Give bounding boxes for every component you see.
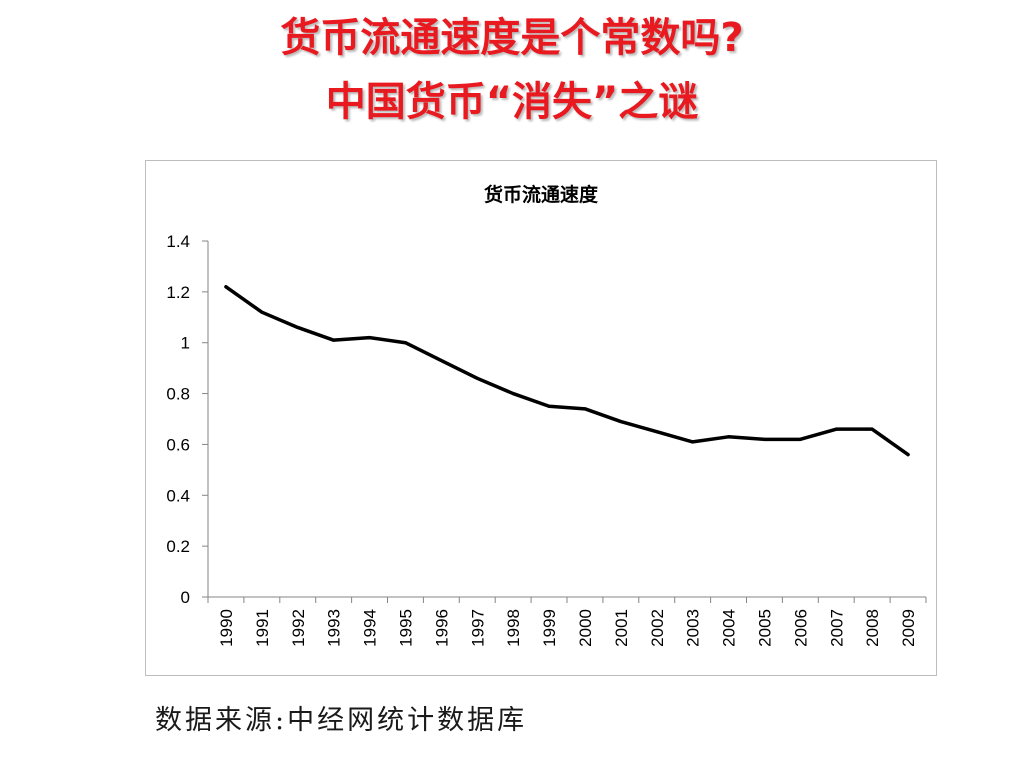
- x-tick-label: 2002: [648, 609, 667, 647]
- velocity-line-chart: 货币流通速度 0 0.2 0.4 0.6 0.8 1 1.2 1.4 1990 1991 1992…: [166, 183, 927, 647]
- x-tick-label: 1990: [217, 609, 236, 647]
- data-point: [906, 453, 910, 457]
- data-point: [798, 437, 802, 441]
- slide-title-line1: 货币流通速度是个常数吗?: [280, 15, 744, 61]
- x-tick-label: 1998: [504, 609, 523, 647]
- x-tick-label: 2009: [899, 609, 918, 647]
- data-point: [619, 420, 623, 424]
- x-tick-label: 2003: [684, 609, 703, 647]
- series-line: [224, 285, 910, 457]
- y-tick-label: 0.8: [166, 385, 190, 404]
- data-point: [439, 359, 443, 363]
- data-point: [834, 427, 838, 431]
- x-tick-label: 1996: [432, 609, 451, 647]
- x-tick-label: 1999: [540, 609, 559, 647]
- data-point: [870, 427, 874, 431]
- x-tick-label: 1992: [289, 609, 308, 647]
- x-tick-label: 1994: [361, 609, 380, 647]
- x-tick-label: 2005: [755, 609, 774, 647]
- x-tick-label: 1995: [396, 609, 415, 647]
- data-point: [691, 440, 695, 444]
- chart-frame: 货币流通速度 0 0.2 0.4 0.6 0.8 1 1.2 1.4 1990 1991 1992…: [145, 160, 937, 676]
- x-tick-label: 2001: [612, 609, 631, 647]
- x-axis: 1990 1991 1992 1993 1994 1995 1996 1997 1998 1999…: [207, 596, 927, 647]
- x-tick-label: 2008: [863, 609, 882, 647]
- data-point: [296, 325, 300, 329]
- y-tick-label: 1: [181, 334, 190, 353]
- x-tick-label: 2000: [576, 609, 595, 647]
- data-point: [332, 338, 336, 342]
- y-tick-label: 0.2: [166, 537, 190, 556]
- data-point: [368, 336, 372, 340]
- data-point: [547, 404, 551, 408]
- x-tick-label: 1991: [253, 609, 272, 647]
- data-point: [727, 435, 731, 439]
- data-point: [762, 437, 766, 441]
- y-tick-label: 0.6: [166, 435, 190, 454]
- slide-title: 货币流通速度是个常数吗? 中国货币“消失”之谜: [0, 6, 1024, 134]
- x-tick-label: 2004: [720, 609, 739, 647]
- data-point: [655, 430, 659, 434]
- data-point: [260, 310, 264, 314]
- x-tick-label: 1997: [468, 609, 487, 647]
- x-tick-label: 1993: [325, 609, 344, 647]
- y-tick-label: 1.2: [166, 283, 190, 302]
- data-source-note: 数据来源:中经网统计数据库: [155, 705, 528, 736]
- data-point: [583, 407, 587, 411]
- y-tick-label: 1.4: [166, 232, 190, 251]
- x-tick-label: 2006: [791, 609, 810, 647]
- series-group: [224, 285, 910, 457]
- y-axis: 0 0.2 0.4 0.6 0.8 1 1.2 1.4: [166, 232, 209, 607]
- data-point: [511, 392, 515, 396]
- data-point: [403, 341, 407, 345]
- y-tick-label: 0.4: [166, 486, 190, 505]
- data-point: [224, 285, 228, 289]
- data-point: [475, 376, 479, 380]
- y-tick-label: 0: [181, 588, 190, 607]
- chart-title: 货币流通速度: [484, 183, 599, 206]
- x-tick-label: 2007: [827, 609, 846, 647]
- slide-title-line2: 中国货币“消失”之谜: [325, 79, 699, 125]
